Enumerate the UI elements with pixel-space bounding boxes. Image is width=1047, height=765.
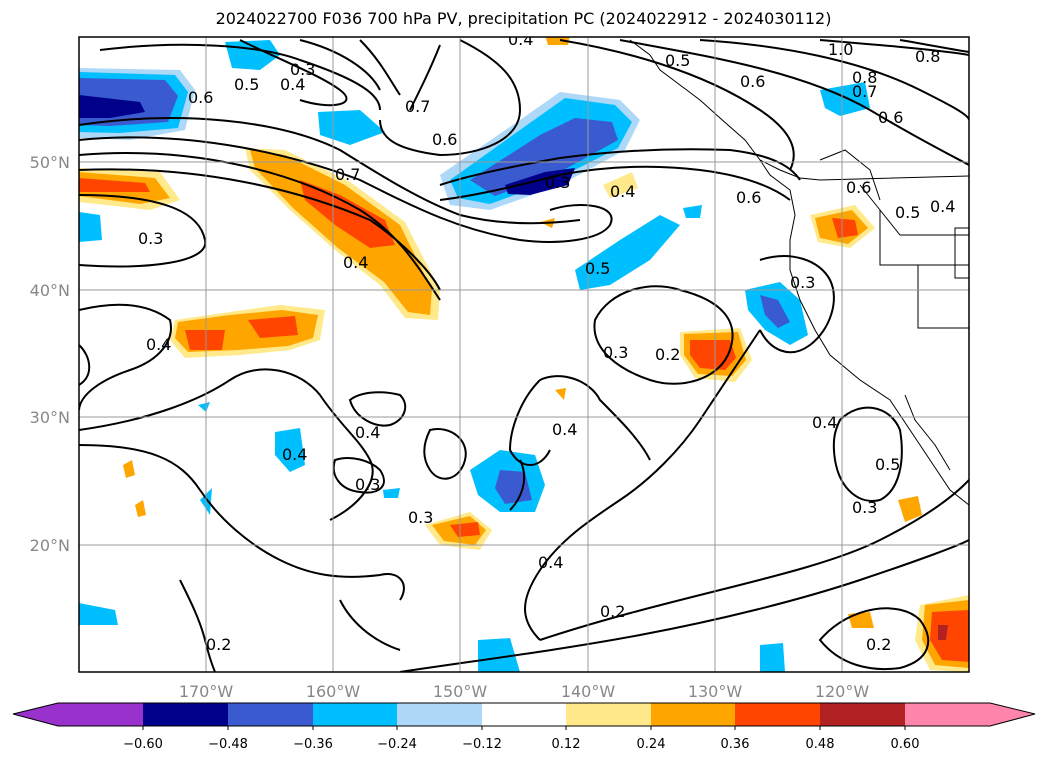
contour-label: 0.3 [408, 508, 433, 527]
colorbar-swatch [228, 703, 313, 726]
contour-label: 0.3 [790, 273, 815, 292]
contour-label: 0.4 [538, 553, 563, 572]
contour-label: 1.0 [828, 40, 853, 59]
contour-label: 0.4 [930, 197, 955, 216]
pv-contours [79, 39, 969, 672]
contour-label: 0.4 [280, 75, 305, 94]
lon-tick: 150°W [433, 682, 488, 701]
lat-tick: 30°N [30, 408, 70, 427]
colorbar-outline [12, 702, 1036, 727]
colorbar-tick-label: 0.24 [637, 737, 666, 752]
colorbar-tick-label: 0.36 [721, 737, 750, 752]
lon-tick: 160°W [306, 682, 361, 701]
latitude-ticks: 50°N 40°N 30°N 20°N [30, 153, 70, 555]
contour-label: 0.3 [355, 475, 380, 494]
contour-label: 0.5 [665, 51, 690, 70]
contour-label: 0.3 [290, 60, 315, 79]
colorbar-tick-label: 0.12 [552, 737, 581, 752]
colorbar-swatch [397, 703, 482, 726]
colorbar-swatch [566, 703, 651, 726]
contour-label: 0.2 [206, 635, 231, 654]
lat-tick: 50°N [30, 153, 70, 172]
lon-tick: 140°W [561, 682, 616, 701]
contour-label: 0.7 [852, 82, 877, 101]
contour-label: 0.4 [610, 182, 635, 201]
contour-label: 0.6 [740, 72, 765, 91]
coastlines [629, 39, 969, 506]
contour-label: 0.2 [655, 345, 680, 364]
lon-tick: 120°W [815, 682, 870, 701]
contour-label: 0.5 [875, 455, 900, 474]
colorbar-tick-label: −0.36 [293, 737, 333, 752]
colorbar-tick-label: −0.60 [123, 737, 163, 752]
contour-label: 0.3 [852, 498, 877, 517]
colorbar-tick-label: 0.60 [891, 737, 920, 752]
longitude-ticks: 170°W 160°W 150°W 140°W 130°W 120°W [179, 682, 870, 701]
colorbar-swatch [143, 703, 228, 726]
contour-label: 0.4 [812, 413, 837, 432]
contour-label: 0.7 [405, 97, 430, 116]
contour-label: 0.6 [188, 88, 213, 107]
contour-label: 0.2 [866, 635, 891, 654]
colorbar: −0.60 −0.48 −0.36 −0.24 −0.12 0.12 0.24 … [12, 702, 1036, 752]
colorbar-tick-label: −0.48 [208, 737, 248, 752]
lat-tick: 20°N [30, 536, 70, 555]
colorbar-tick-label: 0.48 [806, 737, 835, 752]
colorbar-swatch [13, 703, 143, 726]
contour-label: 0.6 [878, 108, 903, 127]
contour-label: 0.8 [852, 68, 877, 87]
contour-label: 0.4 [552, 420, 577, 439]
lon-tick: 130°W [688, 682, 743, 701]
contour-label: 0.3 [603, 343, 628, 362]
colorbar-swatch [735, 703, 820, 726]
contour-label: 0.2 [600, 602, 625, 621]
contour-labels: 0.4 0.3 0.4 0.5 0.6 0.7 0.6 0.5 1.0 0.8 … [138, 30, 955, 654]
map-title: 2024022700 F036 700 hPa PV, precipitatio… [215, 9, 832, 28]
colorbar-swatch [905, 703, 1035, 726]
contour-label: 0.4 [355, 423, 380, 442]
contour-label: 0.3 [545, 173, 570, 192]
colorbar-tick-label: −0.12 [462, 737, 502, 752]
map-frame [78, 36, 970, 673]
colorbar-swatch [651, 703, 735, 726]
contour-label: 0.5 [895, 203, 920, 222]
contour-label: 0.4 [282, 445, 307, 464]
contour-label: 0.4 [146, 335, 171, 354]
contour-label: 0.5 [585, 259, 610, 278]
lat-tick: 40°N [30, 281, 70, 300]
contour-label: 0.3 [138, 229, 163, 248]
contour-label: 0.4 [343, 253, 368, 272]
lon-tick: 170°W [179, 682, 234, 701]
negative-precip-areas [79, 40, 870, 672]
colorbar-swatch [820, 703, 905, 726]
contour-label: 0.7 [335, 165, 360, 184]
colorbar-swatch [482, 703, 566, 726]
colorbar-tick-label: −0.24 [377, 737, 417, 752]
grid-lines [79, 37, 969, 672]
contour-label: 0.8 [915, 47, 940, 66]
contour-label: 0.5 [234, 75, 259, 94]
colorbar-swatch [313, 703, 397, 726]
contour-label: 0.6 [846, 178, 871, 197]
contour-label: 0.6 [432, 130, 457, 149]
contour-label: 0.6 [736, 188, 761, 207]
contour-label: 0.4 [508, 30, 533, 49]
